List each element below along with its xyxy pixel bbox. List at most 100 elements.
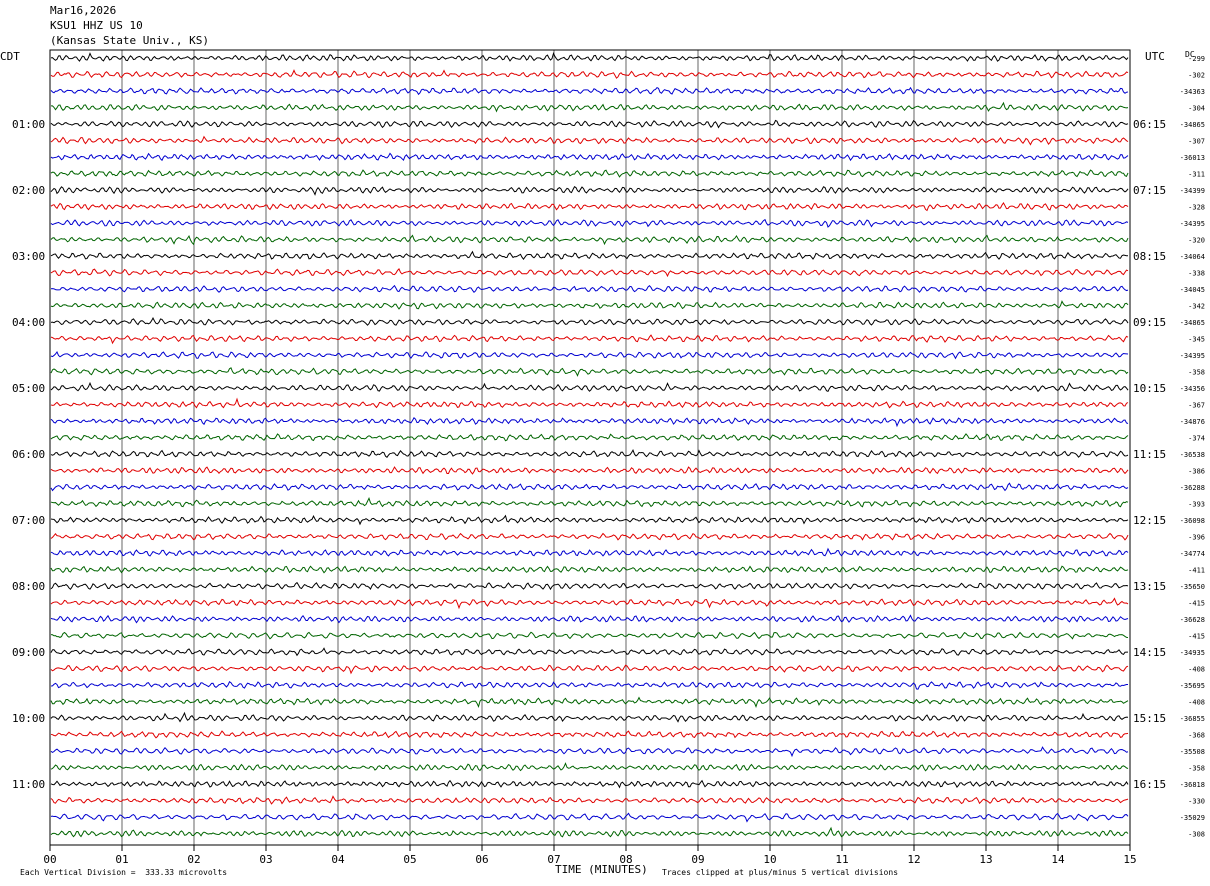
- utc-hour-label: 12:15: [1133, 514, 1166, 527]
- left-axis-title: CDT: [0, 50, 20, 63]
- dc-offset-label: -415: [1188, 600, 1205, 608]
- dc-offset-label: -36855: [1180, 715, 1205, 723]
- trace-row: [50, 826, 1129, 838]
- dc-offset-label: -311: [1188, 171, 1205, 179]
- utc-hour-label: 06:15: [1133, 118, 1166, 131]
- trace-row: [50, 202, 1129, 212]
- dc-offset-label: -35650: [1180, 583, 1205, 591]
- dc-offset-label: -34865: [1180, 319, 1205, 327]
- dc-offset-label: -307: [1188, 138, 1205, 146]
- dc-offset-label: -34865: [1180, 121, 1205, 129]
- dc-offset-label: -386: [1188, 468, 1205, 476]
- trace-row: [50, 218, 1129, 228]
- cdt-hour-label: 07:00: [12, 514, 45, 527]
- dc-offset-label: -34045: [1180, 286, 1205, 294]
- dc-offset-label: -368: [1188, 732, 1205, 740]
- x-tick-label: 07: [547, 853, 560, 866]
- x-tick-label: 09: [691, 853, 704, 866]
- dc-offset-label: -393: [1188, 501, 1205, 509]
- x-tick-label: 15: [1123, 853, 1136, 866]
- dc-offset-label: -338: [1188, 270, 1205, 278]
- dc-offset-label: -36288: [1180, 484, 1205, 492]
- dc-offset-label: -304: [1188, 105, 1205, 113]
- dc-offset-label: -35695: [1180, 682, 1205, 690]
- dc-offset-label: -358: [1188, 369, 1205, 377]
- trace-row: [50, 86, 1129, 96]
- cdt-hour-label: 09:00: [12, 646, 45, 659]
- trace-row: [50, 514, 1129, 526]
- dc-label: DC: [1185, 50, 1195, 59]
- trace-row: [50, 497, 1129, 508]
- trace-row: [50, 631, 1129, 640]
- trace-row: [50, 779, 1129, 789]
- dc-offset-label: -36818: [1180, 781, 1205, 789]
- dc-offset-label: -34363: [1180, 88, 1205, 96]
- trace-row: [50, 317, 1129, 326]
- dc-offset-label: -36538: [1180, 451, 1205, 459]
- trace-row: [50, 482, 1129, 492]
- x-tick-label: 02: [187, 853, 200, 866]
- trace-row: [50, 547, 1129, 557]
- trace-row: [50, 417, 1129, 428]
- cdt-hour-label: 06:00: [12, 448, 45, 461]
- trace-row: [50, 397, 1129, 409]
- plot-frame: [49, 49, 1131, 846]
- header-date: Mar16,2026: [50, 4, 117, 17]
- utc-hour-label: 11:15: [1133, 448, 1166, 461]
- trace-row: [50, 119, 1129, 129]
- trace-row: [50, 69, 1129, 79]
- scale-note: Each Vertical Division = 333.33 microvol…: [20, 868, 228, 877]
- cdt-hour-label: 04:00: [12, 316, 45, 329]
- trace-row: [50, 466, 1129, 475]
- trace-row: [50, 647, 1129, 657]
- right-axis-title: UTC: [1145, 50, 1165, 63]
- trace-row: [50, 300, 1129, 310]
- trace-row: [50, 268, 1129, 278]
- cdt-hour-label: 08:00: [12, 580, 45, 593]
- dc-offset-label: -408: [1188, 666, 1205, 674]
- trace-row: [50, 448, 1129, 459]
- trace-row: [50, 334, 1129, 345]
- dc-offset-label: -35508: [1180, 748, 1205, 756]
- trace-row: [50, 730, 1129, 739]
- utc-hour-label: 14:15: [1133, 646, 1166, 659]
- x-tick-label: 08: [619, 853, 632, 866]
- trace-row: [50, 696, 1129, 709]
- dc-offset-label: -34395: [1180, 352, 1205, 360]
- dc-offset-label: -342: [1188, 303, 1205, 311]
- x-tick-label: 13: [979, 853, 992, 866]
- x-tick-label: 11: [835, 853, 848, 866]
- dc-offset-label: -34356: [1180, 385, 1205, 393]
- trace-row: [50, 101, 1129, 113]
- x-tick-label: 06: [475, 853, 488, 866]
- utc-hour-label: 16:15: [1133, 778, 1166, 791]
- dc-offset-label: -328: [1188, 204, 1205, 212]
- cdt-hour-label: 10:00: [12, 712, 45, 725]
- trace-row: [50, 565, 1129, 574]
- utc-hour-label: 08:15: [1133, 250, 1166, 263]
- trace-row: [50, 762, 1129, 772]
- dc-offset-label: -415: [1188, 633, 1205, 641]
- utc-hour-label: 15:15: [1133, 712, 1166, 725]
- utc-hour-label: 09:15: [1133, 316, 1166, 329]
- trace-row: [50, 581, 1129, 591]
- trace-row: [50, 381, 1129, 393]
- trace-row: [50, 52, 1129, 62]
- trace-row: [50, 746, 1129, 758]
- dc-offset-label: -396: [1188, 534, 1205, 542]
- trace-row: [50, 681, 1129, 690]
- dc-offset-label: -320: [1188, 237, 1205, 245]
- x-tick-label: 10: [763, 853, 776, 866]
- trace-row: [50, 795, 1129, 805]
- dc-offset-label: -358: [1188, 765, 1205, 773]
- trace-row: [50, 812, 1129, 823]
- dc-offset-label: -35029: [1180, 814, 1205, 822]
- cdt-hour-label: 03:00: [12, 250, 45, 263]
- trace-row: [50, 135, 1129, 146]
- x-tick-label: 00: [43, 853, 56, 866]
- x-tick-label: 05: [403, 853, 416, 866]
- dc-offset-label: -367: [1188, 402, 1205, 410]
- header-station: KSU1 HHZ US 10: [50, 19, 143, 32]
- trace-row: [50, 367, 1129, 377]
